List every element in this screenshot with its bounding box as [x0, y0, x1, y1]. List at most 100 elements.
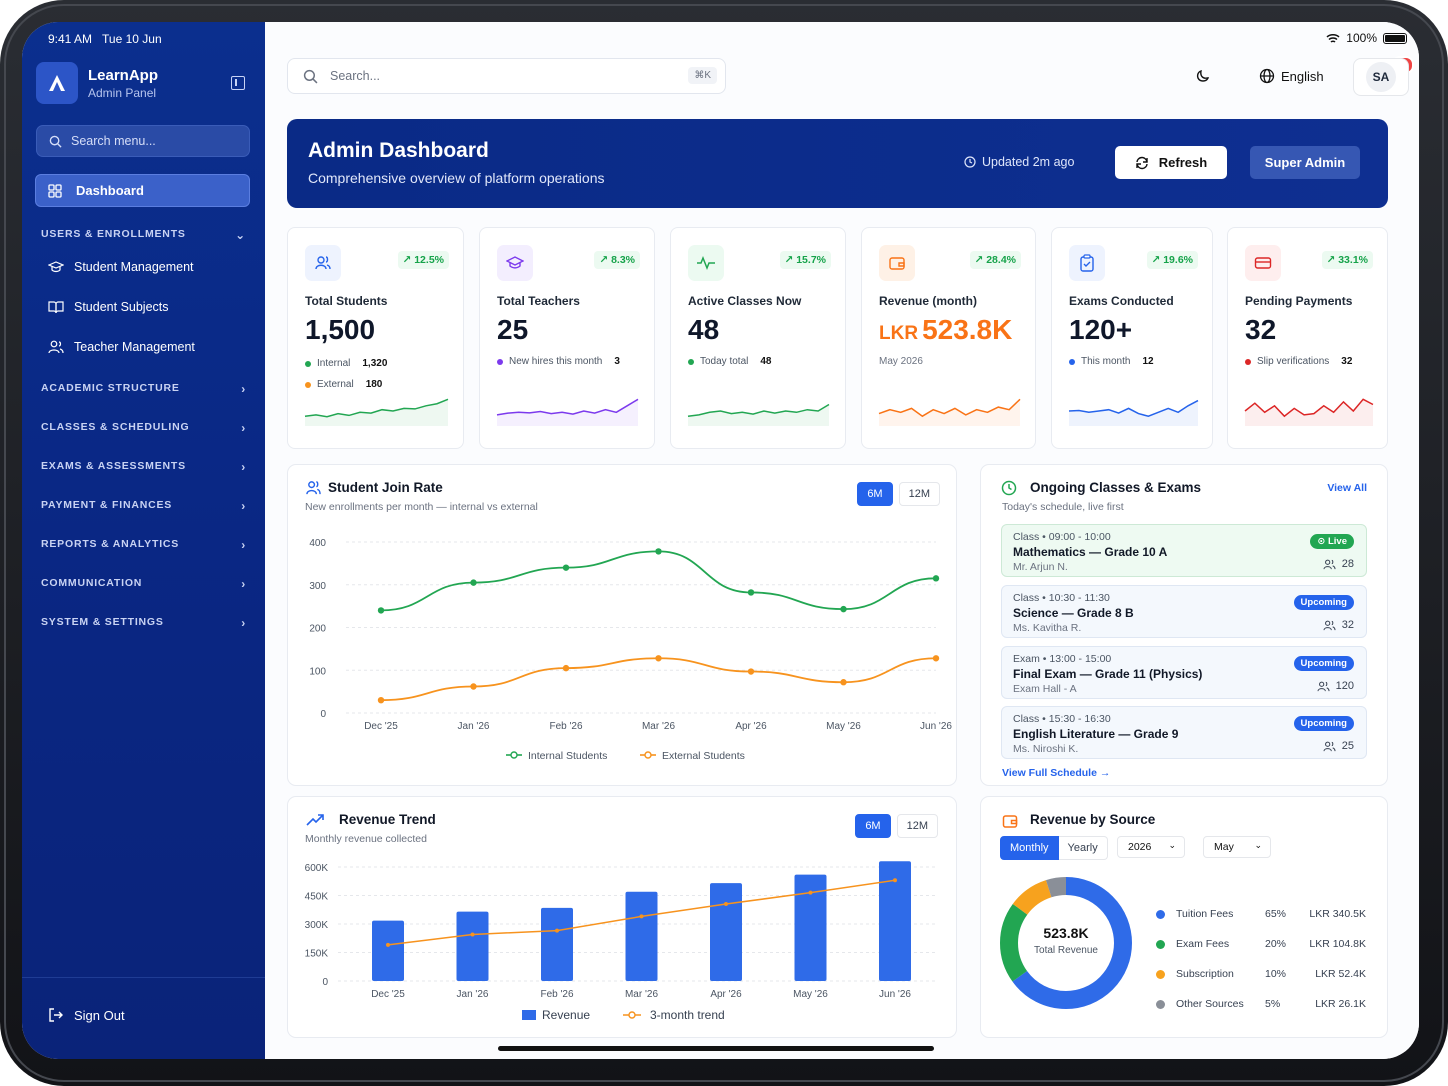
users-icon: [306, 481, 321, 495]
data-point: [470, 683, 477, 690]
source-percent: 5%: [1265, 998, 1281, 1010]
count-value: 120: [1335, 680, 1354, 692]
attendee-count: 32: [1323, 619, 1354, 631]
sidebar-item-student-management[interactable]: Student Management: [48, 260, 194, 274]
data-point: [932, 575, 940, 582]
data-point: [470, 579, 477, 586]
stat-meta: External 180: [305, 379, 382, 390]
updated-indicator: Updated 2m ago: [964, 155, 1074, 169]
trend-point: [724, 902, 728, 907]
stat-meta: Internal 1,320: [305, 358, 387, 369]
trend-value: 28.4%: [986, 254, 1016, 266]
group-label: SYSTEM & SETTINGS: [41, 616, 164, 628]
trend-point: [555, 928, 559, 933]
item-who: Exam Hall - A: [1013, 683, 1077, 695]
toggle-6m[interactable]: 6M: [855, 814, 891, 838]
meta-value: 12: [1142, 356, 1154, 367]
toggle-12m[interactable]: 12M: [896, 814, 938, 838]
main-content: 100% Search... ⌘K English 13 SA Admin Da…: [265, 22, 1419, 1059]
toggle-12m[interactable]: 12M: [898, 482, 940, 506]
schedule-item[interactable]: Exam • 13:00 - 15:00 Final Exam — Grade …: [1001, 646, 1367, 699]
sidebar-group-exams[interactable]: EXAMS & ASSESSMENTS ›: [41, 460, 246, 474]
stat-card-exams[interactable]: ↗ 19.6% Exams Conducted 120+ This month 1…: [1051, 227, 1213, 449]
data-point: [377, 607, 385, 614]
toggle-6m[interactable]: 6M: [857, 482, 893, 506]
stat-card-students[interactable]: ↗ 12.5% Total Students 1,500 Internal 1,3…: [287, 227, 464, 449]
source-value: LKR 340.5K: [1309, 908, 1366, 920]
item-type: Class • 15:30 - 16:30: [1013, 713, 1111, 725]
sidebar-item-dashboard[interactable]: Dashboard: [35, 174, 250, 207]
card-title: Student Join Rate: [328, 480, 443, 495]
avatar[interactable]: SA: [1353, 58, 1409, 96]
shortcut-hint: ⌘K: [688, 67, 717, 84]
stat-value: 32: [1245, 314, 1277, 345]
stat-card-active-classes[interactable]: ↗ 15.7% Active Classes Now 48 Today tota…: [670, 227, 846, 449]
source-name: Exam Fees: [1176, 938, 1230, 950]
refresh-button[interactable]: Refresh: [1115, 146, 1227, 179]
moon-icon[interactable]: [1195, 68, 1211, 84]
year-select[interactable]: 2026 ⌄: [1117, 836, 1185, 858]
avatar-initials: SA: [1366, 62, 1396, 92]
sidebar-item-teacher-management[interactable]: Teacher Management: [48, 340, 195, 354]
sparkline-line: [878, 398, 1021, 418]
stat-card-teachers[interactable]: ↗ 8.3% Total Teachers 25 New hires this …: [479, 227, 655, 449]
value-number: 523.8K: [922, 314, 1013, 345]
group-label: PAYMENT & FINANCES: [41, 499, 173, 511]
trend-badge: ↗ 19.6%: [1146, 251, 1198, 269]
schedule-item[interactable]: Class • 15:30 - 16:30 English Literature…: [1001, 706, 1367, 759]
wallet-icon: [879, 245, 915, 281]
sidebar-group-reports[interactable]: REPORTS & ANALYTICS ›: [41, 538, 246, 552]
legend-dot: [1156, 970, 1165, 979]
sidebar-item-student-subjects[interactable]: Student Subjects: [48, 300, 169, 314]
tab-yearly[interactable]: Yearly: [1058, 836, 1108, 860]
currency-prefix: LKR: [879, 323, 919, 344]
x-tick-label: Jan '26: [458, 721, 490, 732]
attendee-count: 25: [1323, 740, 1354, 752]
sidebar-group-system[interactable]: SYSTEM & SETTINGS ›: [41, 616, 246, 630]
stat-card-revenue[interactable]: ↗ 28.4% Revenue (month) LKR 523.8K May 20…: [861, 227, 1036, 449]
sidebar-group-classes[interactable]: CLASSES & SCHEDULING ›: [41, 421, 246, 435]
sign-out-button[interactable]: Sign Out: [48, 1007, 125, 1023]
super-admin-button[interactable]: Super Admin: [1250, 146, 1360, 179]
sidebar-collapse-icon[interactable]: [231, 76, 245, 90]
sidebar-divider: [22, 977, 265, 978]
sidebar-search-input[interactable]: Search menu...: [36, 125, 250, 157]
stat-card-pending-payments[interactable]: ↗ 33.1% Pending Payments 32 Slip verific…: [1227, 227, 1388, 449]
tab-monthly[interactable]: Monthly: [1000, 836, 1059, 860]
trend-point: [893, 878, 897, 883]
language-selector[interactable]: English: [1259, 68, 1324, 84]
stat-value: 1,500: [305, 314, 376, 345]
home-indicator: [498, 1046, 934, 1051]
search-input[interactable]: Search... ⌘K: [287, 58, 726, 94]
screen: 9:41 AM Tue 10 Jun LearnApp Admin Panel S…: [22, 22, 1419, 1059]
legend-dot: [1156, 910, 1165, 919]
view-full-schedule-link[interactable]: View Full Schedule →: [1002, 767, 1111, 779]
chevron-down-icon: ⌄: [1168, 840, 1176, 850]
y-tick-label: 300K: [305, 920, 329, 931]
sparkline-area: [688, 404, 829, 426]
sparkline-line: [687, 403, 830, 417]
sidebar-group-academic[interactable]: ACADEMIC STRUCTURE ›: [41, 382, 246, 396]
view-all-link[interactable]: View All: [1327, 482, 1367, 494]
chevron-down-icon: ⌄: [235, 228, 246, 242]
trend-badge: ↗ 15.7%: [779, 251, 831, 269]
sidebar-group-users[interactable]: USERS & ENROLLMENTS ⌄: [41, 228, 246, 242]
schedule-item[interactable]: Class • 10:30 - 11:30 Science — Grade 8 …: [1001, 585, 1367, 638]
meta-label: Internal: [317, 358, 351, 369]
sidebar-group-communication[interactable]: COMMUNICATION ›: [41, 577, 246, 591]
month-select[interactable]: May ⌄: [1203, 836, 1271, 858]
sidebar-group-payment[interactable]: PAYMENT & FINANCES ›: [41, 499, 246, 513]
item-who: Mr. Arjun N.: [1013, 561, 1068, 573]
schedule-item[interactable]: Class • 09:00 - 10:00 Mathematics — Grad…: [1001, 524, 1367, 577]
y-tick-label: 600K: [305, 863, 329, 874]
logout-icon: [49, 1008, 63, 1022]
sparkline-area: [1069, 400, 1198, 426]
brand[interactable]: LearnApp Admin Panel: [36, 62, 158, 104]
legend-label: 3-month trend: [650, 1008, 725, 1022]
series-line: [380, 550, 937, 612]
data-point: [747, 668, 755, 675]
month-value: May: [1214, 841, 1234, 853]
data-point: [932, 655, 940, 662]
stat-meta: Today total 48: [688, 356, 772, 367]
trending-up-icon: [306, 814, 324, 826]
